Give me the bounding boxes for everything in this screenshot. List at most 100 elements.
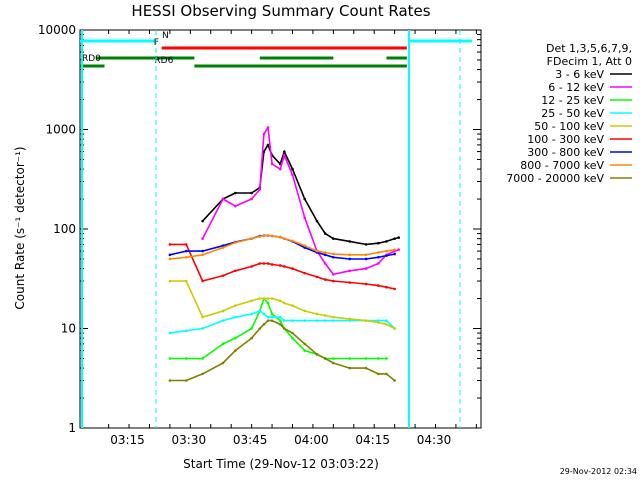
data-point bbox=[258, 188, 262, 191]
data-point bbox=[266, 319, 270, 322]
data-point bbox=[364, 253, 368, 257]
data-point bbox=[250, 237, 253, 240]
data-point bbox=[266, 234, 270, 237]
data-point bbox=[323, 262, 327, 265]
state-bar-label: RD6 bbox=[154, 56, 173, 66]
data-point bbox=[385, 240, 388, 243]
data-point bbox=[262, 262, 266, 265]
data-point bbox=[364, 243, 368, 246]
data-point bbox=[278, 235, 282, 239]
series-lines bbox=[168, 126, 401, 382]
data-point bbox=[233, 304, 237, 307]
data-point bbox=[291, 239, 294, 243]
data-point bbox=[364, 267, 368, 270]
y-tick-label: 1000 bbox=[45, 123, 76, 137]
data-point bbox=[201, 219, 204, 223]
data-point bbox=[376, 321, 380, 324]
data-point bbox=[315, 275, 319, 279]
data-point bbox=[201, 327, 204, 330]
data-point bbox=[270, 312, 274, 316]
data-point bbox=[291, 336, 294, 340]
data-point bbox=[291, 173, 294, 177]
data-point bbox=[393, 327, 396, 330]
data-point bbox=[221, 342, 225, 346]
data-point bbox=[270, 315, 274, 319]
data-point bbox=[258, 262, 262, 265]
x-tick-label: 04:00 bbox=[294, 433, 329, 447]
y-tick-label: 10000 bbox=[38, 23, 76, 37]
data-point bbox=[393, 252, 396, 256]
data-point bbox=[250, 336, 253, 340]
data-point bbox=[168, 357, 172, 360]
data-point bbox=[332, 361, 335, 365]
data-point bbox=[393, 287, 396, 291]
data-point bbox=[270, 297, 274, 300]
data-point bbox=[278, 167, 282, 171]
data-point bbox=[376, 262, 380, 265]
legend-header-1: Det 1,3,5,6,7,9, bbox=[546, 42, 632, 55]
y-axis: 1 10 100 1000 10000 bbox=[38, 23, 481, 435]
data-point bbox=[168, 253, 172, 257]
legend-label: 50 - 100 keV bbox=[534, 120, 604, 133]
data-point bbox=[201, 237, 204, 240]
x-tick-label: 04:15 bbox=[355, 433, 390, 447]
data-point bbox=[348, 240, 351, 243]
data-point bbox=[364, 282, 368, 286]
data-point bbox=[348, 257, 351, 261]
data-point bbox=[283, 237, 286, 240]
data-point bbox=[184, 243, 188, 246]
data-point bbox=[250, 191, 253, 195]
data-point bbox=[233, 191, 237, 195]
x-axis-label: Start Time (29-Nov-12 03:03:22) bbox=[183, 457, 379, 471]
data-point bbox=[303, 244, 307, 247]
data-point bbox=[221, 309, 225, 313]
data-point bbox=[233, 269, 237, 273]
data-point bbox=[364, 357, 368, 360]
data-point bbox=[283, 319, 286, 322]
data-point bbox=[258, 297, 262, 300]
data-point bbox=[258, 235, 262, 238]
legend-label: 6 - 12 keV bbox=[548, 81, 604, 94]
data-point bbox=[221, 361, 225, 365]
data-point bbox=[315, 312, 319, 316]
series-line bbox=[169, 319, 396, 382]
data-point bbox=[221, 246, 225, 249]
data-point bbox=[184, 255, 188, 259]
data-point bbox=[303, 197, 307, 201]
data-point bbox=[184, 379, 188, 382]
data-point bbox=[266, 297, 270, 300]
data-point bbox=[376, 251, 380, 254]
data-point bbox=[262, 297, 266, 300]
x-axis: 03:15 03:30 03:45 04:00 04:15 04:30 bbox=[108, 30, 477, 447]
data-point bbox=[270, 162, 274, 166]
chart-title: HESSI Observing Summary Count Rates bbox=[131, 2, 430, 20]
data-point bbox=[278, 323, 282, 326]
data-point bbox=[266, 126, 270, 129]
data-point bbox=[221, 197, 225, 201]
data-point bbox=[376, 357, 380, 360]
data-point bbox=[376, 284, 380, 287]
y-axis-label: Count Rate (s⁻¹ detector⁻¹) bbox=[13, 146, 27, 309]
x-tick-label: 03:30 bbox=[172, 433, 207, 447]
data-point bbox=[233, 315, 237, 319]
data-point bbox=[266, 301, 270, 305]
series-line bbox=[169, 234, 395, 260]
data-point bbox=[332, 273, 335, 276]
data-point bbox=[262, 323, 266, 326]
data-point bbox=[270, 234, 274, 238]
data-point bbox=[393, 248, 396, 251]
data-point bbox=[303, 271, 307, 275]
data-point bbox=[385, 249, 388, 253]
data-point bbox=[332, 255, 335, 259]
data-point bbox=[270, 319, 274, 322]
data-point bbox=[376, 319, 380, 322]
state-bar-label: N bbox=[162, 31, 169, 41]
data-point bbox=[332, 315, 335, 319]
data-point bbox=[258, 309, 262, 313]
data-point bbox=[323, 251, 327, 254]
data-point bbox=[278, 315, 282, 319]
data-point bbox=[385, 254, 388, 257]
data-point bbox=[270, 263, 274, 266]
data-point bbox=[291, 267, 294, 270]
